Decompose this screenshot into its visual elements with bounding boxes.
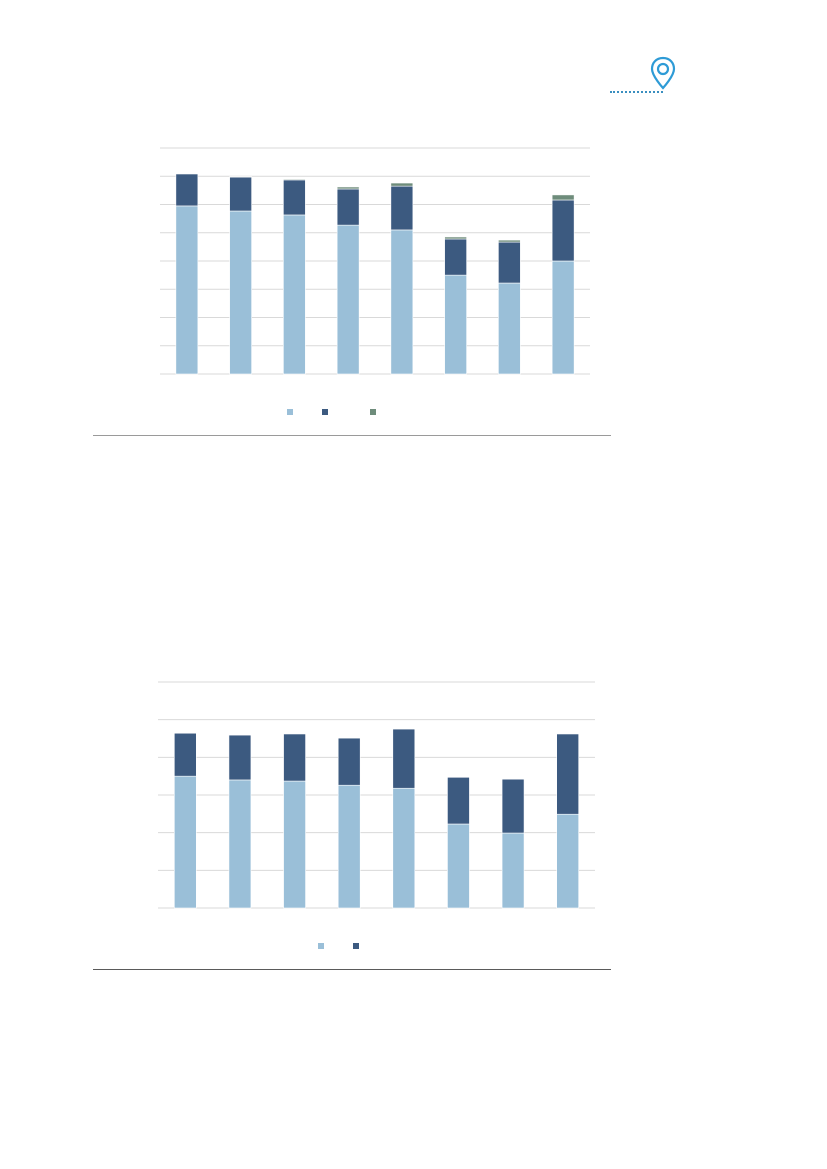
bar-segment (556, 733, 579, 815)
bar-segment (390, 185, 414, 231)
bar-segment (556, 813, 579, 909)
legend-swatch (370, 409, 376, 415)
bar-segment (175, 205, 199, 375)
bar-segment (336, 186, 360, 190)
bar-segment (229, 176, 252, 178)
legend-swatch (287, 409, 293, 415)
decorative-dotted-line (610, 91, 663, 93)
bar-segment (337, 737, 361, 786)
bar-segment (336, 224, 360, 375)
bar-segment (283, 178, 306, 181)
legend-swatch (318, 943, 324, 949)
legend-swatch (322, 409, 328, 415)
bar-segment (447, 823, 470, 909)
bar-segment (174, 775, 197, 909)
bar-segment (444, 274, 467, 375)
bar-segment (498, 282, 521, 375)
bar-segment (229, 176, 252, 212)
bar-segment (336, 188, 360, 226)
section-divider (93, 969, 611, 970)
bar-segment (174, 732, 197, 777)
bar-segment (444, 236, 467, 240)
bar-segment (228, 734, 252, 781)
bar-segment (390, 182, 414, 187)
bar-segment (283, 179, 306, 216)
bar-segment (501, 778, 525, 834)
bar-segment (498, 241, 521, 284)
bar-segment (175, 173, 199, 207)
bar-segment (392, 728, 416, 789)
bar-segment (283, 214, 306, 375)
bar-segment (551, 194, 575, 201)
map-pin-icon (650, 56, 676, 90)
bar-segment (501, 832, 525, 909)
legend-swatch (353, 943, 359, 949)
bar-segment (551, 260, 575, 375)
bar-segment (283, 780, 306, 909)
bar-segment (444, 238, 467, 276)
bar-segment (229, 210, 252, 375)
bar-segment (283, 733, 306, 782)
section-divider (93, 435, 611, 436)
bar-segment (498, 239, 521, 243)
bar-segment (228, 779, 252, 909)
bar-segment (551, 199, 575, 262)
bar-segment (392, 787, 416, 909)
bar-segment (390, 229, 414, 375)
bar-segment (447, 776, 470, 825)
bar-segment (337, 784, 361, 909)
